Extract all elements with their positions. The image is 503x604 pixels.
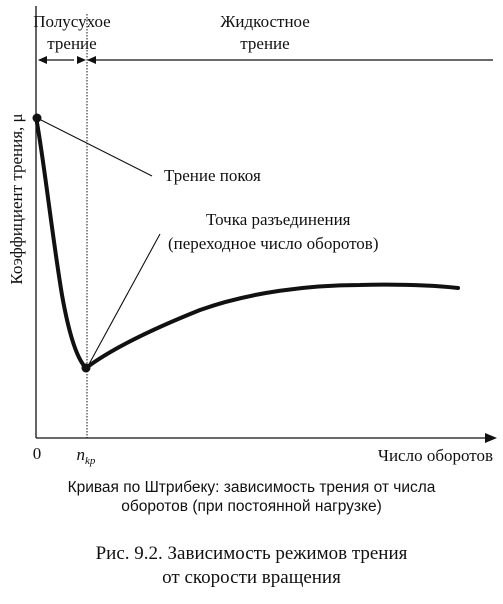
semi-dry-label-2: трение — [47, 34, 96, 53]
critical-rpm-sub: kp — [85, 455, 96, 467]
diagram-caption: Кривая по Штрибеку: зависимость трения о… — [0, 478, 503, 516]
figure-title-line-1: Рис. 9.2. Зависимость режимов трения — [95, 543, 408, 564]
separation-leader — [87, 233, 161, 367]
x-axis-arrowhead — [485, 433, 497, 443]
separation-label-2: (переходное число оборотов) — [168, 234, 378, 253]
fluid-label-1: Жидкостное — [220, 12, 310, 31]
static-friction-leader — [38, 118, 153, 177]
separation-label-1: Точка разъединения — [206, 210, 351, 229]
caption-line-2: оборотов (при постоянной нагрузке) — [121, 498, 382, 515]
static-friction-label: Трение покоя — [164, 166, 261, 185]
origin-label: 0 — [33, 444, 42, 463]
semi-dry-label-1: Полусухое — [33, 12, 110, 31]
stribeck-curve — [34, 115, 460, 371]
y-axis-label: Коэффициент трения, μ — [7, 113, 26, 284]
figure-title-line-2: от скорости вращения — [162, 567, 341, 588]
fluid-label-2: трение — [240, 34, 289, 53]
critical-rpm-label: nkp — [77, 445, 96, 467]
semi-dry-right-arrowhead — [77, 56, 86, 64]
figure-title: Рис. 9.2. Зависимость режимов трения от … — [0, 542, 503, 590]
semi-dry-left-arrowhead — [38, 56, 47, 64]
fluid-left-arrowhead — [87, 56, 96, 64]
static-friction-point — [32, 113, 42, 123]
critical-rpm-main: n — [77, 445, 86, 464]
x-axis-label: Число оборотов — [378, 446, 493, 465]
caption-line-1: Кривая по Штрибеку: зависимость трения о… — [67, 479, 436, 496]
